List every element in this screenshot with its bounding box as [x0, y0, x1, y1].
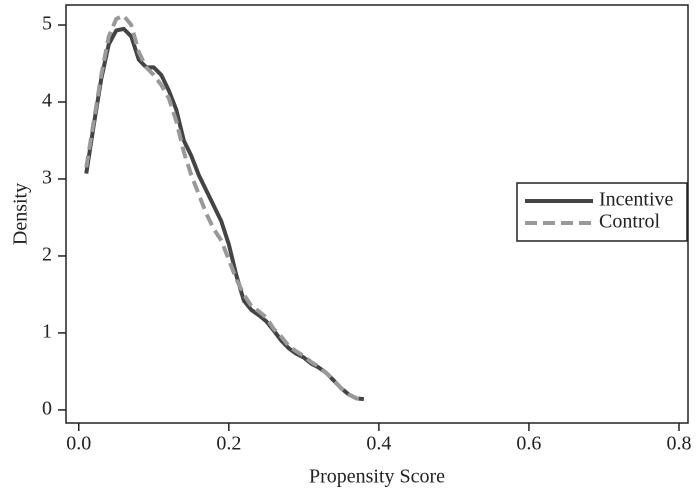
legend-label: Incentive: [599, 189, 674, 211]
y-tick-label: 5: [42, 13, 52, 35]
y-axis-label: Density: [10, 183, 32, 245]
legend-label: Control: [599, 211, 661, 233]
density-line: [84, 26, 365, 402]
y-tick-label: 4: [42, 90, 52, 112]
y-tick-label: 3: [42, 167, 52, 189]
x-tick-label: 0.4: [366, 433, 391, 455]
x-axis-label: Propensity Score: [309, 466, 445, 488]
x-tick-label: 0.6: [516, 433, 541, 455]
y-tick-label: 2: [42, 244, 52, 266]
density-line: [84, 13, 365, 402]
x-tick-label: 0.2: [216, 433, 241, 455]
x-tick-label: 0.8: [666, 433, 691, 455]
x-tick-label: 0.0: [66, 433, 91, 455]
y-tick-label: 1: [42, 321, 52, 343]
plot-frame: [65, 4, 689, 424]
y-tick-label: 0: [42, 398, 52, 420]
legend-box: [516, 182, 688, 242]
